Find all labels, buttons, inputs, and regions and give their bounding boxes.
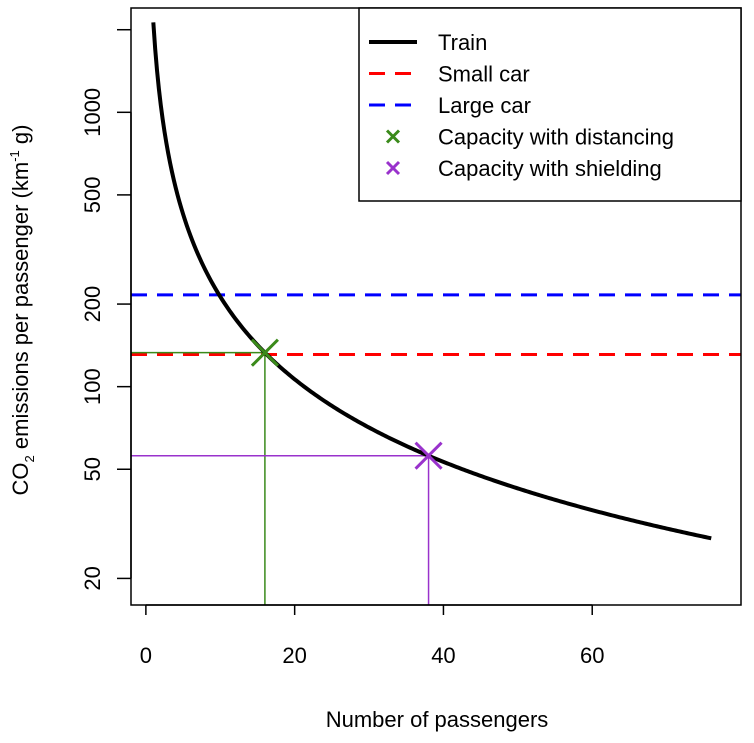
legend-box	[358, 7, 742, 202]
y-tick-label-1000: 1000	[80, 88, 105, 137]
y-axis-title-suffix: g)	[8, 125, 33, 151]
legend-entry-capacity-with-shielding: Capacity with shielding	[385, 156, 662, 181]
y-tick-label-50: 50	[80, 457, 105, 481]
legend-label: Capacity with shielding	[438, 156, 662, 181]
legend-entry-small-car: Small car	[369, 62, 530, 87]
legend: Train Small car Large car Capacity with dis…	[358, 7, 742, 202]
y-tick-label-500: 500	[80, 177, 105, 214]
x-tick-label-20: 20	[282, 643, 306, 668]
marker-capacity-with-distancing	[250, 338, 279, 367]
legend-label: Large car	[438, 93, 531, 118]
y-axis-title: CO2 emissions per passenger (km-1 g)	[7, 125, 37, 496]
y-axis-title-middle: emissions per passenger (km	[8, 162, 33, 455]
x-axis-title: Number of passengers	[326, 707, 549, 732]
legend-label: Capacity with distancing	[438, 125, 674, 150]
x-tick-label-0: 0	[140, 643, 152, 668]
x-tick-label-60: 60	[580, 643, 604, 668]
x-tick-label-40: 40	[431, 643, 455, 668]
series-train-line	[151, 22, 712, 541]
y-tick-label-100: 100	[80, 368, 105, 405]
legend-swatch-b	[385, 129, 401, 144]
legend-entry-train: Train	[369, 30, 487, 55]
legend-label: Train	[438, 30, 487, 55]
y-tick-label-200: 200	[80, 286, 105, 323]
plot-area	[131, 22, 741, 605]
plot-series	[131, 22, 741, 605]
y-axis-title-prefix: CO	[8, 462, 33, 495]
marker-stroke-b	[414, 441, 443, 470]
y-axis-title-superscript: -1	[7, 150, 22, 162]
marker-stroke-b	[250, 338, 279, 367]
y-axis: 20 50 100 200 500 1000	[80, 28, 132, 591]
y-tick-label-20: 20	[80, 566, 105, 590]
y-axis-title-subscript: 2	[22, 455, 37, 462]
legend-entry-capacity-with-distancing: Capacity with distancing	[385, 125, 674, 150]
x-axis: 0 20 40 60	[140, 604, 604, 668]
legend-label: Small car	[438, 62, 530, 87]
marker-capacity-with-shielding	[414, 441, 443, 470]
legend-swatch-b	[385, 160, 401, 176]
legend-entry-large-car: Large car	[369, 93, 531, 118]
